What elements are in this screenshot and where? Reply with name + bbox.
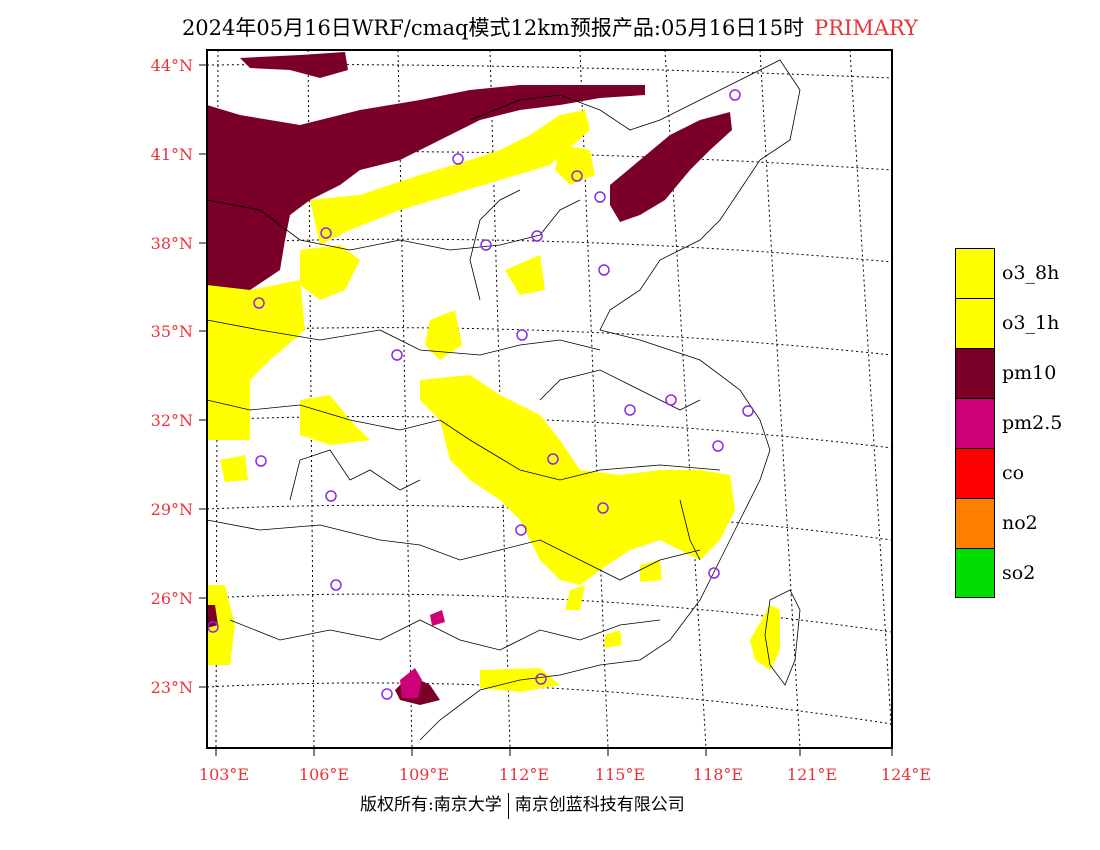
boundaries <box>207 59 801 741</box>
pm25-areas <box>400 610 445 698</box>
lat-label: 23°N <box>151 678 193 697</box>
city-markers <box>207 89 754 700</box>
lon-label: 103°E <box>199 765 249 784</box>
lat-label: 32°N <box>151 411 193 430</box>
lon-label: 106°E <box>299 765 349 784</box>
legend-label: no2 <box>1002 512 1038 534</box>
lon-label: 115°E <box>595 765 645 784</box>
legend-swatch <box>955 298 995 348</box>
lat-label: 44°N <box>151 56 193 75</box>
legend-label: co <box>1002 462 1025 484</box>
lat-label: 29°N <box>151 500 193 519</box>
map-frame <box>206 49 893 749</box>
title-text: 2024年05月16日WRF/cmaq模式12km预报产品:05月16日15时 <box>181 16 805 40</box>
legend-swatch <box>955 448 995 498</box>
copyright-right: 南京创蓝科技有限公司 <box>514 795 685 815</box>
lon-label: 118°E <box>693 765 743 784</box>
legend-swatch <box>955 248 995 298</box>
legend-swatch <box>955 398 995 448</box>
legend-label: o3_1h <box>1002 312 1060 334</box>
legend-label: pm10 <box>1002 362 1057 384</box>
copyright-left: 版权所有:南京大学 <box>360 795 502 815</box>
lon-label: 121°E <box>787 765 837 784</box>
longitude-labels: 103°E 106°E 109°E 112°E 115°E 118°E 121°… <box>199 748 931 784</box>
legend-label: o3_8h <box>1002 262 1060 284</box>
legend-label: pm2.5 <box>1002 412 1063 434</box>
legend-label: so2 <box>1002 562 1036 584</box>
footer-divider <box>507 792 509 819</box>
title-tag: PRIMARY <box>814 16 919 40</box>
map-title: 2024年05月16日WRF/cmaq模式12km预报产品:05月16日15时 P… <box>0 12 1100 42</box>
lon-label: 124°E <box>881 765 931 784</box>
lat-label: 35°N <box>151 322 193 341</box>
latitude-labels: 44°N 41°N 38°N 35°N 32°N 29°N 26°N 23°N <box>151 56 207 697</box>
legend-swatch <box>955 548 995 598</box>
copyright-footer: 版权所有:南京大学 南京创蓝科技有限公司 <box>360 790 685 819</box>
lat-label: 41°N <box>151 145 193 164</box>
lat-label: 38°N <box>151 234 193 253</box>
legend-swatch <box>955 498 995 548</box>
lon-label: 109°E <box>399 765 449 784</box>
lat-label: 26°N <box>151 589 193 608</box>
legend-swatch <box>955 348 995 398</box>
lon-label: 112°E <box>499 765 549 784</box>
o3-areas <box>207 110 780 692</box>
